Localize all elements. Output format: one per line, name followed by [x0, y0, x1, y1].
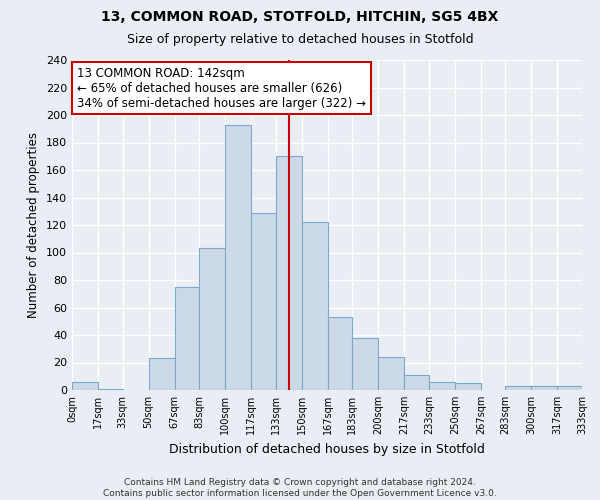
Text: Size of property relative to detached houses in Stotfold: Size of property relative to detached ho…	[127, 32, 473, 46]
Bar	[302, 222, 328, 390]
X-axis label: Distribution of detached houses by size in Stotfold: Distribution of detached houses by size …	[169, 442, 485, 456]
Bar	[72, 382, 98, 390]
Bar	[175, 287, 199, 390]
Text: 13 COMMON ROAD: 142sqm
← 65% of detached houses are smaller (626)
34% of semi-de: 13 COMMON ROAD: 142sqm ← 65% of detached…	[77, 66, 366, 110]
Bar	[455, 383, 481, 390]
Text: Contains HM Land Registry data © Crown copyright and database right 2024.
Contai: Contains HM Land Registry data © Crown c…	[103, 478, 497, 498]
Bar	[225, 124, 251, 390]
Bar	[505, 386, 532, 390]
Text: 13, COMMON ROAD, STOTFOLD, HITCHIN, SG5 4BX: 13, COMMON ROAD, STOTFOLD, HITCHIN, SG5 …	[101, 10, 499, 24]
Bar	[98, 388, 122, 390]
Bar	[429, 382, 455, 390]
Bar	[251, 212, 275, 390]
Y-axis label: Number of detached properties: Number of detached properties	[28, 132, 40, 318]
Bar	[379, 357, 404, 390]
Bar	[199, 248, 225, 390]
Bar	[404, 375, 429, 390]
Bar	[532, 386, 557, 390]
Bar	[557, 386, 582, 390]
Bar	[149, 358, 175, 390]
Bar	[275, 156, 302, 390]
Bar	[352, 338, 379, 390]
Bar	[328, 317, 352, 390]
